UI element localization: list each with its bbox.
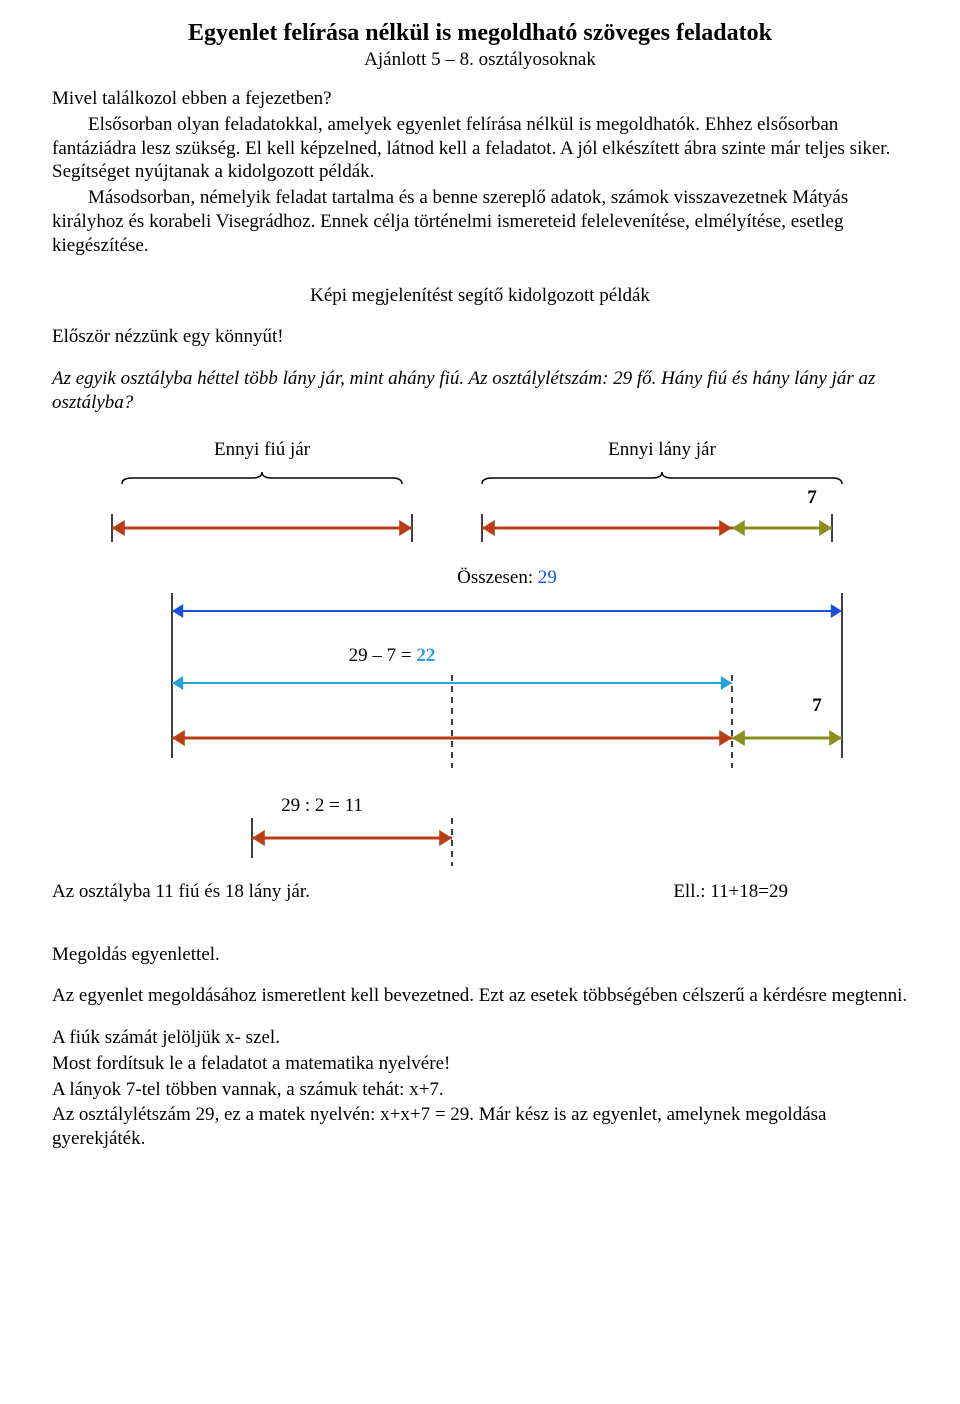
check-text: Ell.: 11+18=29 xyxy=(673,881,788,903)
diagram-bot: 29 : 2 = 11 xyxy=(52,783,908,873)
page-title: Egyenlet felírása nélkül is megoldható s… xyxy=(52,20,908,47)
solution-p1: Az egyenlet megoldásához ismeretlent kel… xyxy=(52,984,908,1008)
solution-p5: Az osztálylétszám 29, ez a matek nyelvén… xyxy=(52,1103,908,1151)
svg-text:7: 7 xyxy=(807,487,817,508)
svg-text:7: 7 xyxy=(812,695,822,716)
answer-text: Az osztályba 11 fiú és 18 lány jár. xyxy=(52,881,310,903)
intro-line-1: Mivel találkozol ebben a fejezetben? xyxy=(52,87,908,111)
svg-text:29 : 2 = 11: 29 : 2 = 11 xyxy=(281,795,363,816)
svg-text:Ennyi fiú jár: Ennyi fiú jár xyxy=(214,439,311,460)
diagram-mid: Összesen: 29 29 – 7 = 22 7 xyxy=(52,553,908,783)
intro-para-2: Másodsorban, némelyik feladat tartalma é… xyxy=(52,186,908,257)
svg-text:Összesen: 29: Összesen: 29 xyxy=(457,567,557,588)
diagram-top: Ennyi fiú jár Ennyi lány jár 7 xyxy=(52,433,908,553)
svg-text:Ennyi lány jár: Ennyi lány jár xyxy=(608,439,716,460)
svg-text:29 – 7 = 22: 29 – 7 = 22 xyxy=(349,645,436,666)
page-subtitle: Ajánlott 5 – 8. osztályosoknak xyxy=(52,49,908,71)
solution-heading: Megoldás egyenlettel. xyxy=(52,943,908,967)
solution-p3: Most fordítsuk le a feladatot a matemati… xyxy=(52,1052,908,1076)
solution-p2: A fiúk számát jelöljük x- szel. xyxy=(52,1026,908,1050)
problem-text: Az egyik osztályba héttel több lány jár,… xyxy=(52,367,908,415)
section-heading: Képi megjelenítést segítő kidolgozott pé… xyxy=(52,285,908,307)
lead-line: Először nézzünk egy könnyűt! xyxy=(52,325,908,349)
intro-para-1: Elsősorban olyan feladatokkal, amelyek e… xyxy=(52,113,908,184)
solution-p4: A lányok 7-tel többen vannak, a számuk t… xyxy=(52,1078,908,1102)
